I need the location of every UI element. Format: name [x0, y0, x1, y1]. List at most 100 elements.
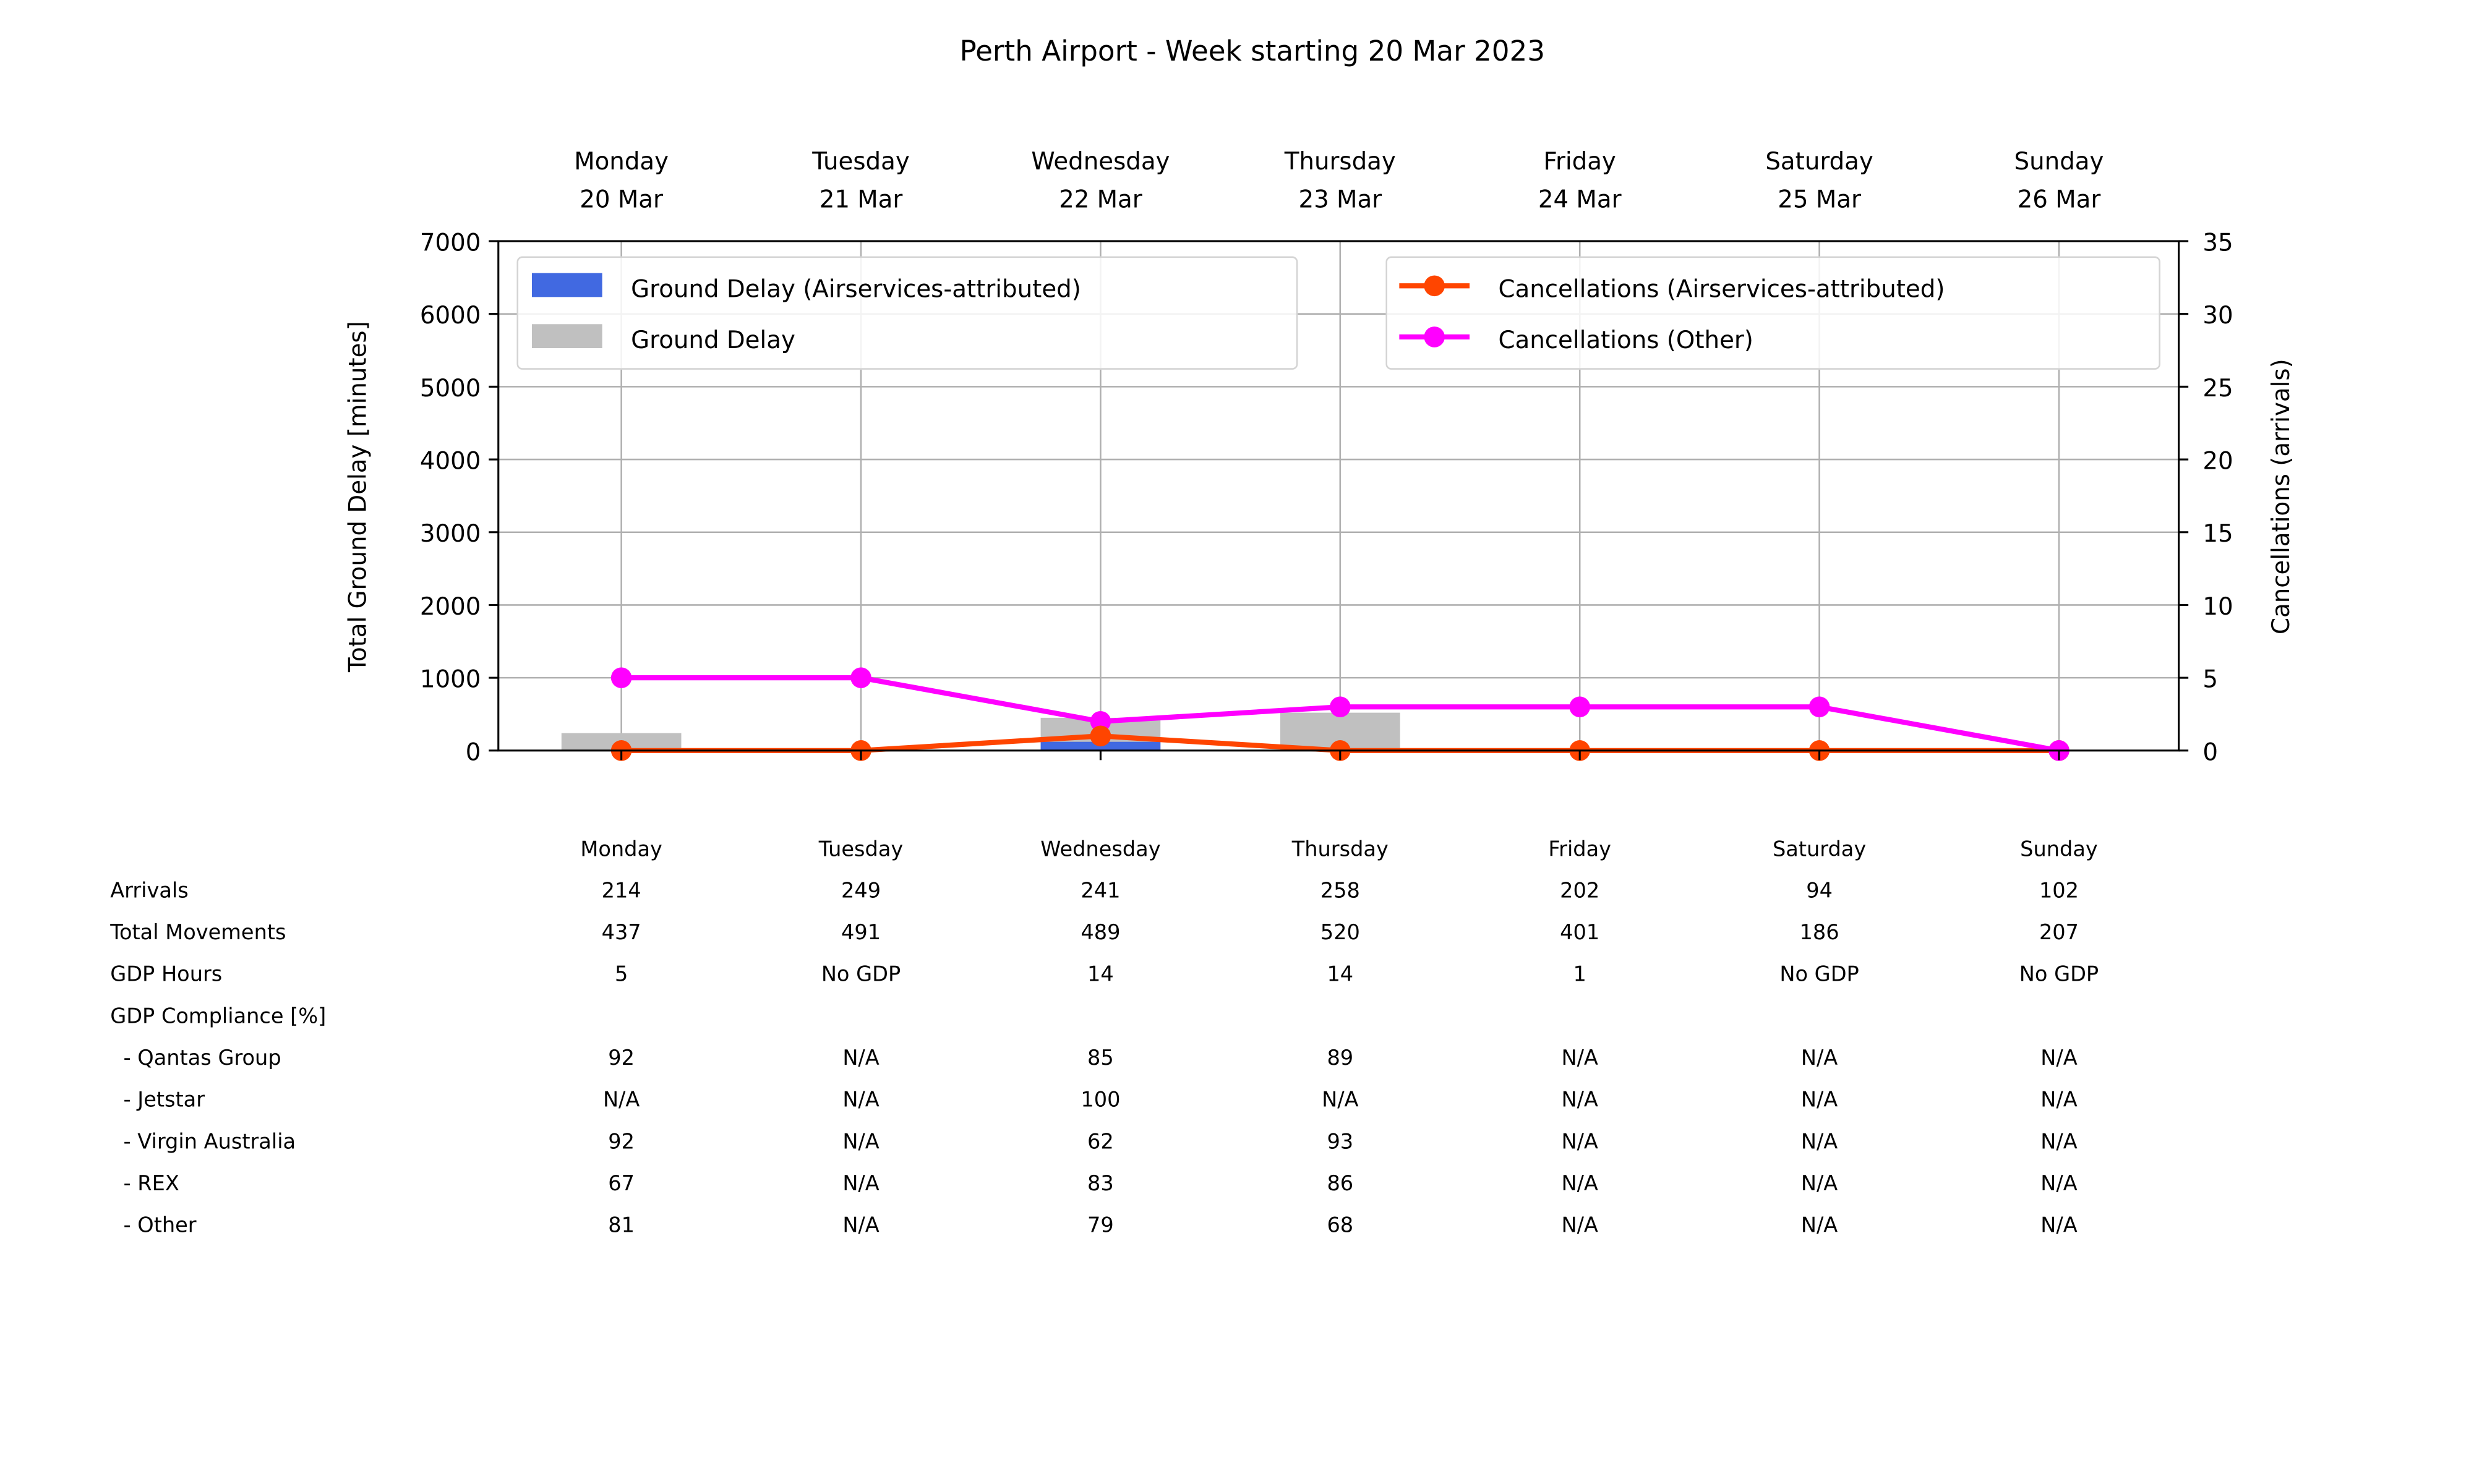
x-tick-day: Monday: [574, 148, 669, 176]
table-cell: N/A: [842, 1046, 879, 1070]
table-cell: 92: [608, 1129, 635, 1153]
table-row-label: - Qantas Group: [110, 1046, 281, 1070]
x-tick-date: 23 Mar: [1298, 186, 1382, 214]
table-cell: 94: [1806, 878, 1833, 902]
x-tick-date: 22 Mar: [1059, 186, 1142, 214]
legends: Ground Delay (Airservices-attributed) Gro…: [516, 256, 2160, 370]
table-cell: N/A: [842, 1171, 879, 1195]
x-tick-date: 25 Mar: [1778, 186, 1861, 214]
table-cell: N/A: [1562, 1046, 1598, 1070]
table-cell: 437: [602, 920, 641, 944]
table-cell: N/A: [842, 1213, 879, 1237]
table-column-header: Sunday: [2020, 837, 2098, 861]
point-cancellations-airservices: [1090, 725, 1111, 747]
table-cell: N/A: [603, 1088, 640, 1112]
legend-cancellations: Cancellations (Airservices-attributed) Ca…: [1385, 256, 2160, 370]
point-cancellations-other: [1090, 710, 1111, 732]
table-cell: N/A: [1322, 1088, 1358, 1112]
table-column-header: Tuesday: [818, 837, 904, 861]
table-cell: 62: [1087, 1129, 1114, 1153]
x-tick-date: 24 Mar: [1538, 186, 1622, 214]
table-cell: N/A: [2040, 1213, 2077, 1237]
table-cell: 92: [608, 1046, 635, 1070]
x-tick-day: Friday: [1544, 148, 1616, 176]
table-cell: N/A: [1562, 1088, 1598, 1112]
table-row-label: Total Movements: [109, 920, 286, 944]
x-tick-date: 20 Mar: [580, 186, 663, 214]
table-cell: 68: [1327, 1213, 1353, 1237]
x-tick-date: 26 Mar: [2018, 186, 2101, 214]
table-cell: 102: [2039, 878, 2079, 902]
table-row-label: - Other: [110, 1213, 197, 1237]
table-cell: N/A: [1801, 1171, 1838, 1195]
table-cell: 1: [1573, 962, 1586, 986]
legend-label: Cancellations (Other): [1498, 326, 1753, 354]
table-cell: No GDP: [1779, 962, 1859, 986]
y2-tick-label: 0: [2202, 738, 2218, 766]
table-cell: 93: [1327, 1129, 1353, 1153]
table-cell: 202: [1560, 878, 1599, 902]
table-column-header: Thursday: [1291, 837, 1389, 861]
table-cell: N/A: [2040, 1088, 2077, 1112]
legend-label: Ground Delay (Airservices-attributed): [631, 275, 1081, 303]
table-cell: 86: [1327, 1171, 1353, 1195]
table-cell: 214: [602, 878, 641, 902]
table-cell: 81: [608, 1213, 635, 1237]
y-tick-label: 1000: [420, 666, 481, 694]
y-tick-label: 5000: [420, 375, 481, 403]
legend-swatch-airservices: [532, 273, 602, 297]
table-cell: 258: [1320, 878, 1360, 902]
y2-tick-label: 20: [2202, 448, 2233, 475]
y-tick-label: 0: [466, 738, 481, 766]
y2-axis-label: Cancellations (arrivals): [2267, 359, 2295, 634]
legend-label: Ground Delay: [631, 326, 795, 354]
table-cell: N/A: [2040, 1046, 2077, 1070]
table-row-label: GDP Hours: [110, 962, 222, 986]
y2-tick-label: 35: [2202, 229, 2233, 257]
table-cell: 489: [1081, 920, 1120, 944]
legend-frame: [516, 256, 1298, 370]
y-tick-label: 2000: [420, 593, 481, 621]
y2-tick-label: 25: [2202, 375, 2233, 403]
legend-ground-delay: Ground Delay (Airservices-attributed) Gro…: [516, 256, 1298, 370]
point-cancellations-other: [610, 667, 632, 688]
y2-tick-label: 30: [2202, 302, 2233, 330]
table-row-label: - Virgin Australia: [110, 1129, 296, 1153]
table-cell: N/A: [1562, 1213, 1598, 1237]
legend-swatch-ground-delay: [532, 324, 602, 349]
axes: 0 1000 2000 3000 4000 5000 6000 7000 0 5 10 15 20 25 3…: [344, 148, 2295, 767]
x-tick-day: Saturday: [1765, 148, 1873, 176]
table-cell: 520: [1320, 920, 1360, 944]
table-cell: N/A: [1562, 1129, 1598, 1153]
table-cell: No GDP: [2019, 962, 2099, 986]
table-row-label: - REX: [110, 1171, 179, 1195]
point-cancellations-other: [1569, 696, 1590, 717]
table-row-label: - Jetstar: [110, 1088, 205, 1112]
table-cell: N/A: [1801, 1046, 1838, 1070]
table-cell: N/A: [2040, 1171, 2077, 1195]
table-cell: N/A: [842, 1088, 879, 1112]
table-row-label: Arrivals: [110, 878, 189, 902]
table-column-header: Friday: [1548, 837, 1611, 861]
y-tick-label: 6000: [420, 302, 481, 330]
table-cell: 401: [1560, 920, 1599, 944]
y-tick-label: 4000: [420, 448, 481, 475]
table-cell: N/A: [1562, 1171, 1598, 1195]
x-tick-day: Wednesday: [1031, 148, 1170, 176]
table-cell: N/A: [1801, 1088, 1838, 1112]
x-tick-day: Sunday: [2014, 148, 2104, 176]
table-cell: 83: [1087, 1171, 1114, 1195]
y-tick-label: 7000: [420, 229, 481, 257]
point-cancellations-other: [1808, 696, 1830, 717]
point-cancellations-other: [850, 667, 871, 688]
table-cell: N/A: [842, 1129, 879, 1153]
legend-frame: [1385, 256, 2160, 370]
table-cell: 5: [615, 962, 628, 986]
table-cell: 79: [1087, 1213, 1114, 1237]
table-cell: 14: [1087, 962, 1114, 986]
table-cell: N/A: [1801, 1129, 1838, 1153]
chart-title: Perth Airport - Week starting 20 Mar 202…: [959, 35, 1545, 67]
table-column-header: Saturday: [1773, 837, 1866, 861]
point-cancellations-other: [1330, 696, 1351, 717]
